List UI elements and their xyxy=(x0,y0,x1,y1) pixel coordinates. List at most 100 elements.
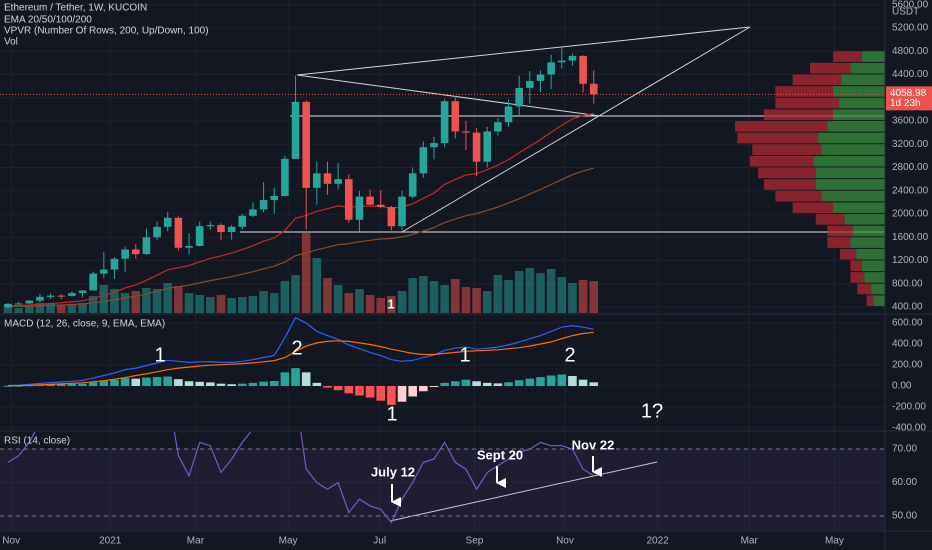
annotation: 1 xyxy=(459,344,470,366)
histogram-bar xyxy=(46,384,55,386)
y-tick-label: 4800.00 xyxy=(892,46,929,57)
volume-bar xyxy=(440,285,449,313)
x-tick-label: May xyxy=(279,536,298,547)
candle-body xyxy=(281,158,289,196)
vpvr-down xyxy=(827,225,853,237)
candle-body xyxy=(494,122,502,132)
x-tick-label: 2021 xyxy=(99,536,122,547)
histogram-bar xyxy=(408,385,417,397)
volume-bar xyxy=(323,278,332,313)
annotation: 1 xyxy=(387,296,394,311)
candle-body xyxy=(153,226,161,238)
histogram-bar xyxy=(461,379,471,386)
candle-body xyxy=(121,249,129,259)
vpvr-down xyxy=(827,237,851,248)
candle-body xyxy=(344,179,353,220)
annotation: 2 xyxy=(291,337,302,359)
indicator-label: MACD (12, 26, close, 9, EMA, EMA) xyxy=(4,319,165,330)
candle-body xyxy=(110,258,119,270)
indicator-label: Vol xyxy=(4,37,18,48)
indicator-label: VPVR (Number Of Rows, 200, Up/Down, 100) xyxy=(4,26,209,37)
vpvr-down xyxy=(775,190,822,202)
vpvr-up xyxy=(850,237,885,248)
histogram-bar xyxy=(131,378,141,386)
candle-body xyxy=(302,101,310,188)
x-tick-label: Mar xyxy=(741,536,759,547)
candle-body xyxy=(89,273,97,291)
candle-body xyxy=(195,226,204,246)
histogram-bar xyxy=(99,380,109,386)
candle-body xyxy=(408,173,417,197)
histogram-bar xyxy=(546,375,556,386)
candle-body xyxy=(355,196,364,220)
volume-bar xyxy=(344,293,354,313)
volume-bar xyxy=(131,291,141,313)
histogram-bar xyxy=(152,377,162,386)
histogram-bar xyxy=(387,385,396,405)
candle-body xyxy=(515,87,523,107)
vpvr-down xyxy=(850,272,865,283)
candle-body xyxy=(131,249,140,255)
volume-bar xyxy=(333,285,343,313)
annotation: 1? xyxy=(641,400,663,422)
annotation: 2 xyxy=(564,344,575,366)
volume-bar xyxy=(514,271,524,313)
candle-body xyxy=(462,131,470,133)
volume-bar xyxy=(493,275,503,313)
vpvr-up xyxy=(833,202,885,214)
vpvr-down xyxy=(763,109,834,121)
vpvr-down xyxy=(763,179,816,190)
candle-body xyxy=(57,295,66,297)
volume-bar xyxy=(568,283,577,313)
histogram-bar xyxy=(355,385,364,396)
y-tick-label: 800.00 xyxy=(892,278,923,289)
y-tick-label: 50.00 xyxy=(892,511,917,522)
candle-body xyxy=(430,143,438,148)
histogram-bar xyxy=(589,382,599,386)
vpvr-up xyxy=(818,132,885,144)
volume-bar xyxy=(525,268,535,313)
price-pane xyxy=(0,26,885,313)
histogram-bar xyxy=(482,382,492,386)
vpvr-up xyxy=(815,167,885,179)
vpvr-down xyxy=(866,295,874,307)
vpvr-up xyxy=(841,74,885,86)
vpvr-up xyxy=(827,121,885,132)
candle-body xyxy=(270,195,279,201)
histogram-bar xyxy=(227,384,236,386)
candle-body xyxy=(206,225,215,227)
histogram-bar xyxy=(578,379,588,386)
vpvr-down xyxy=(833,51,862,62)
vpvr-down xyxy=(792,202,834,214)
annotation: 1 xyxy=(386,403,397,425)
trend-line xyxy=(296,26,751,76)
y-tick-label: 3200.00 xyxy=(892,139,929,150)
trend-line xyxy=(389,461,658,522)
indicator-label: RSI (14, close) xyxy=(4,436,70,447)
macd-pane xyxy=(3,316,599,405)
price-tag xyxy=(886,86,932,111)
y-tick-label: 0.00 xyxy=(892,381,912,392)
ema-line xyxy=(7,112,594,307)
volume-bar xyxy=(365,295,375,313)
volume-bar xyxy=(163,283,173,313)
candle-body xyxy=(14,303,23,305)
candle-body xyxy=(25,300,34,304)
volume-bar xyxy=(110,289,119,313)
volume-bar xyxy=(376,298,386,313)
histogram-bar xyxy=(269,380,279,386)
volume-bar xyxy=(174,286,183,313)
volume-bar xyxy=(397,291,407,313)
vpvr-down xyxy=(775,97,839,109)
histogram-bar xyxy=(568,376,577,386)
vpvr-up xyxy=(861,51,885,62)
histogram-bar xyxy=(397,385,407,402)
volume-bar xyxy=(504,280,513,313)
histogram-bar xyxy=(120,378,130,386)
histogram-bar xyxy=(88,382,98,386)
volume-bar xyxy=(578,280,588,313)
histogram-bar xyxy=(56,384,66,386)
volume-bar xyxy=(120,293,130,313)
volume-bar xyxy=(35,303,45,313)
